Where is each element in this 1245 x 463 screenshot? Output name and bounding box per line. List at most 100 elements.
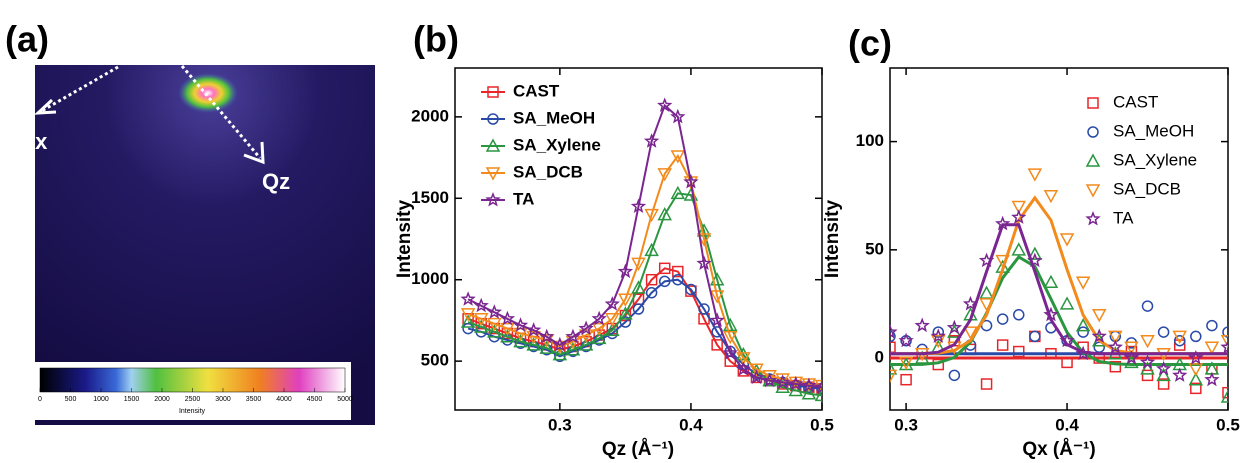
- marker: [1043, 189, 1059, 204]
- marker: [1087, 97, 1099, 109]
- marker: [1107, 339, 1123, 354]
- marker: [1173, 334, 1186, 347]
- marker: [644, 208, 659, 223]
- marker: [670, 185, 686, 200]
- marker: [709, 312, 725, 327]
- marker: [460, 308, 476, 322]
- x-tick-label: 0.5: [1216, 415, 1240, 434]
- marker: [1059, 296, 1075, 310]
- marker: [526, 337, 541, 351]
- marker: [618, 293, 633, 307]
- marker: [513, 334, 528, 348]
- legend-label: CAST: [513, 81, 560, 100]
- marker: [1087, 126, 1099, 138]
- marker: [914, 317, 930, 333]
- marker: [1172, 330, 1187, 344]
- marker: [946, 319, 963, 335]
- marker: [890, 324, 898, 339]
- marker: [1220, 389, 1228, 403]
- y-tick-label: 0: [875, 348, 884, 367]
- marker: [591, 322, 607, 337]
- marker: [722, 344, 738, 360]
- marker: [890, 330, 896, 343]
- marker: [1141, 300, 1154, 312]
- marker: [963, 326, 978, 340]
- colorbar: [39, 367, 346, 393]
- marker: [658, 275, 671, 288]
- marker: [499, 310, 516, 326]
- marker: [1157, 378, 1170, 390]
- marker: [814, 379, 822, 394]
- marker: [486, 304, 502, 319]
- marker: [801, 386, 817, 400]
- marker: [1188, 363, 1204, 377]
- marker: [890, 369, 898, 383]
- marker: [1059, 233, 1075, 247]
- marker: [1173, 339, 1186, 351]
- marker: [898, 356, 914, 370]
- marker: [890, 361, 898, 375]
- marker: [487, 86, 499, 98]
- y-axis-label: Intensity: [394, 200, 415, 279]
- marker: [1011, 209, 1027, 224]
- marker: [565, 328, 581, 344]
- marker: [462, 322, 474, 335]
- marker: [1220, 339, 1228, 354]
- colorbar-tick-label: 4500: [307, 396, 323, 403]
- marker: [814, 387, 822, 402]
- marker: [1139, 354, 1156, 369]
- marker: [1222, 326, 1228, 338]
- marker: [711, 339, 723, 351]
- colorbar-tick-label: 3000: [215, 396, 231, 403]
- marker: [604, 296, 620, 311]
- plot-area: [890, 168, 1228, 403]
- marker: [485, 191, 501, 207]
- marker: [1155, 360, 1172, 376]
- marker: [900, 373, 912, 386]
- marker: [1029, 330, 1041, 343]
- annotation: Qz: [262, 169, 290, 194]
- marker: [512, 317, 529, 332]
- panel-label: (b): [413, 19, 459, 60]
- panel-label: (a): [5, 19, 49, 60]
- marker: [722, 330, 738, 345]
- marker: [788, 375, 804, 391]
- marker: [630, 198, 647, 213]
- y-tick-label: 50: [865, 239, 884, 258]
- marker: [788, 382, 804, 397]
- marker: [1027, 168, 1043, 182]
- marker: [487, 317, 502, 332]
- marker: [1109, 360, 1122, 373]
- marker: [1075, 318, 1091, 332]
- marker: [473, 297, 489, 313]
- marker: [1190, 330, 1202, 343]
- colorbar-tick-label: 500: [65, 396, 77, 403]
- legend-label: SA_MeOH: [513, 108, 595, 127]
- marker: [643, 133, 660, 148]
- marker: [460, 314, 476, 328]
- marker: [591, 310, 607, 326]
- marker: [1140, 334, 1155, 349]
- marker: [525, 322, 542, 337]
- marker: [696, 255, 712, 270]
- marker: [996, 313, 1009, 325]
- series-line: [467, 154, 822, 387]
- marker: [657, 168, 672, 182]
- marker: [962, 295, 979, 311]
- plot-area: [460, 97, 822, 402]
- marker: [775, 374, 791, 389]
- marker: [578, 320, 594, 336]
- marker: [539, 340, 555, 354]
- marker: [552, 336, 568, 352]
- arrow: [180, 65, 262, 159]
- marker: [657, 207, 672, 221]
- marker: [618, 306, 633, 320]
- marker: [736, 352, 751, 366]
- marker: [1140, 361, 1155, 375]
- y-tick-label: 2000: [411, 106, 449, 125]
- marker: [487, 324, 502, 338]
- marker: [685, 283, 697, 296]
- marker: [1124, 341, 1139, 355]
- marker: [526, 330, 541, 345]
